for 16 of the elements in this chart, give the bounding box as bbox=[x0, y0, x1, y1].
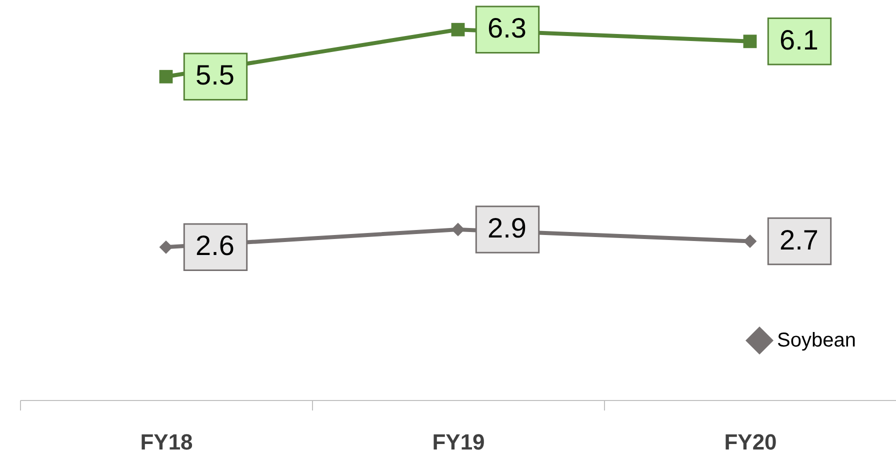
point bbox=[159, 70, 173, 84]
point bbox=[743, 34, 757, 48]
data-label: 6.1 bbox=[780, 24, 818, 56]
point bbox=[451, 222, 465, 236]
data-label: 2.7 bbox=[780, 224, 818, 256]
x-tick-label: FY18 bbox=[140, 430, 193, 454]
data-label: 5.5 bbox=[196, 60, 234, 91]
point bbox=[743, 234, 757, 248]
x-tick-label: FY20 bbox=[724, 430, 777, 454]
legend-label: Soybean bbox=[777, 330, 856, 352]
data-label: 2.9 bbox=[488, 212, 526, 244]
point bbox=[159, 240, 173, 254]
data-label: 2.6 bbox=[196, 230, 234, 262]
x-tick-label: FY19 bbox=[432, 430, 485, 454]
point bbox=[451, 22, 465, 36]
data-label: 6.3 bbox=[488, 12, 526, 44]
